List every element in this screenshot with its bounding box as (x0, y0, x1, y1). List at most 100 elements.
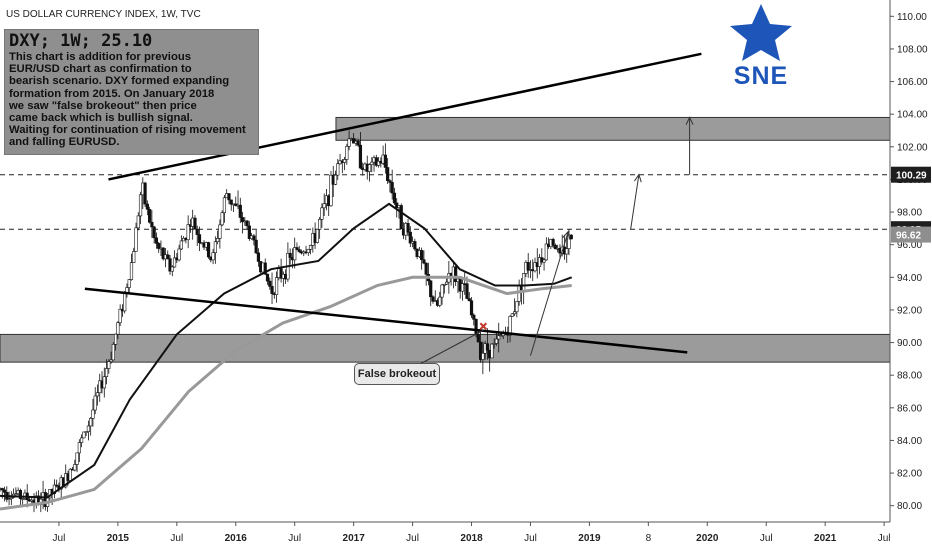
candle-down (166, 254, 170, 260)
projection-arrow[interactable] (529, 231, 569, 356)
candle-down (551, 239, 555, 246)
candle-up (515, 301, 519, 313)
candle-down (0, 488, 4, 491)
candle-up (116, 322, 120, 335)
y-tick-label: 92.00 (897, 305, 922, 316)
candle-down (150, 221, 154, 228)
candle-up (211, 252, 215, 261)
x-tick-label: 2016 (225, 533, 248, 544)
candle-up (367, 164, 372, 172)
candle-up (95, 392, 100, 397)
candle-down (18, 490, 23, 499)
candle-up (127, 279, 131, 288)
x-tick-label: 2018 (460, 533, 483, 544)
candle-down (420, 250, 424, 260)
candle-up (73, 464, 77, 471)
candle-down (145, 203, 149, 210)
price-label-bg (891, 166, 931, 183)
candle-down (526, 262, 530, 271)
candle-down (408, 231, 412, 244)
y-tick-label: 86.00 (897, 403, 922, 414)
candle-up (68, 468, 72, 481)
x-tick-label: 8 (646, 533, 652, 544)
upper-trendline[interactable] (108, 52, 702, 181)
candle-up (21, 498, 25, 500)
y-tick-label: 110.00 (897, 12, 927, 23)
candle-up (84, 431, 88, 433)
candle-up (107, 361, 111, 369)
candle-down (467, 298, 471, 302)
arrow-head (685, 116, 694, 125)
candle-down (386, 167, 390, 181)
candle-down (424, 262, 428, 275)
candle-down (55, 484, 59, 487)
candle-up (93, 395, 97, 411)
projection-arrow[interactable] (630, 174, 640, 230)
candle-up (170, 266, 174, 272)
candle-down (265, 273, 270, 282)
candle-up (86, 425, 91, 432)
candle-down (270, 286, 274, 294)
candle-down (569, 234, 573, 240)
candle-up (220, 212, 224, 226)
x-tick-label: Jul (524, 533, 537, 544)
candle-up (512, 311, 517, 315)
x-tick-label: Jul (288, 533, 301, 544)
candle-up (315, 229, 319, 243)
y-tick-label: 108.00 (897, 44, 928, 55)
y-tick-label: 82.00 (897, 469, 922, 480)
candle-up (308, 245, 313, 250)
candle-up (481, 352, 485, 360)
y-tick-label: 98.00 (897, 208, 922, 219)
candle-down (356, 140, 360, 146)
candle-up (499, 335, 503, 337)
price-label[interactable]: 96.62 (896, 231, 921, 242)
candle-down (478, 341, 483, 360)
candle-up (490, 343, 494, 359)
x-tick-label: 2020 (696, 533, 719, 544)
annotation-line: we saw "false brokeout" then price (9, 99, 197, 112)
sne-logo: SNE (726, 0, 796, 100)
candle-down (247, 225, 251, 239)
candle-up (118, 308, 122, 324)
candle-up (542, 259, 546, 263)
candle-down (469, 300, 474, 316)
annotation-line: Waiting for continuation of rising movem… (9, 124, 246, 137)
candle-up (216, 238, 220, 243)
annotation-line: bearish scenario. DXY formed expanding (9, 75, 230, 88)
candle-up (222, 197, 227, 214)
annotation-note[interactable]: DXY; 1W; 25.10 This chart is addition fo… (4, 29, 259, 155)
moving-average-line[interactable] (0, 275, 572, 511)
false-breakout-label[interactable]: False brokeout (354, 363, 440, 385)
y-tick-label: 102.00 (897, 142, 928, 153)
candle-down (358, 144, 363, 169)
annotation-line: came back which is bullish signal. (9, 112, 193, 125)
candle-down (157, 243, 161, 249)
candle-up (186, 224, 190, 241)
candle-down (399, 205, 403, 230)
candle-up (492, 343, 496, 345)
annotation-header: DXY; 1W; 25.10 (9, 31, 153, 51)
price-label[interactable]: 100.29 (896, 171, 927, 182)
candle-up (179, 240, 183, 250)
candle-up (123, 292, 127, 312)
candle-down (392, 192, 397, 204)
moving-average-line[interactable] (0, 202, 573, 499)
candle-down (234, 203, 238, 206)
lower-trendline[interactable] (84, 287, 688, 354)
support-zone[interactable] (0, 333, 891, 363)
candle-down (474, 319, 478, 336)
candle-down (454, 266, 458, 283)
callout-pointer (419, 329, 484, 365)
candle-up (494, 338, 499, 344)
false-breakout-marker[interactable] (479, 322, 488, 330)
y-tick-label: 104.00 (897, 110, 928, 121)
candle-down (256, 252, 261, 262)
candle-down (245, 220, 249, 227)
candle-down (476, 334, 480, 343)
candle-up (132, 251, 136, 263)
candle-up (89, 418, 93, 427)
candle-up (342, 159, 347, 163)
resistance-zone[interactable] (335, 116, 891, 141)
candle-down (148, 209, 152, 223)
